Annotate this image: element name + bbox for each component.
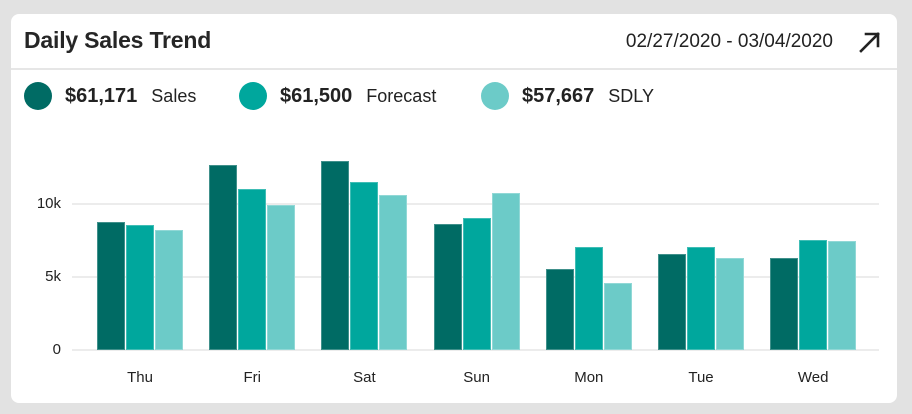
card-header: Daily Sales Trend 02/27/2020 - 03/04/202… [11,14,897,70]
forecast-color-dot [239,82,267,110]
legend-item-forecast[interactable]: $61,500 Forecast [239,81,436,111]
bar-forecast-fri[interactable] [238,188,267,350]
bar-sales-tue[interactable] [658,254,686,350]
legend-label: SDLY [608,85,654,106]
x-axis-tick-label: Wed [797,369,829,386]
bar-sales-sat[interactable] [321,161,350,350]
bar-chart: 0 5k 10k Thu Fri Sat Sun Mon Tue Wed [11,120,897,403]
bar-sales-fri[interactable] [209,165,238,350]
gridline [72,349,879,351]
legend-label: Sales [151,85,197,106]
legend-item-sdly[interactable]: $57,667 SDLY [481,81,654,111]
bar-sales-sun[interactable] [433,224,462,350]
bar-sdly-sat[interactable] [379,194,408,350]
bar-sdly-fri[interactable] [267,204,296,350]
bar-forecast-sun[interactable] [462,218,491,350]
sales-color-dot [24,82,52,110]
card-title: Daily Sales Trend [24,27,212,53]
bar-sdly-sun[interactable] [491,193,520,350]
arrow-up-right-icon [859,32,880,53]
x-axis-tick-label: Sat [353,369,376,386]
bar-sales-wed[interactable] [770,258,799,350]
y-axis-tick-label: 10k [36,194,61,212]
legend-label: Forecast [366,85,437,106]
x-axis-tick-label: Tue [688,369,714,386]
daily-sales-trend-card: Daily Sales Trend 02/27/2020 - 03/04/202… [11,14,897,403]
x-axis-tick-label: Fri [243,369,261,386]
bar-forecast-wed[interactable] [799,240,828,350]
bar-sdly-wed[interactable] [828,240,857,350]
legend-value: $61,500 [280,84,353,107]
date-range: 02/27/2020 - 03/04/2020 [625,31,833,52]
bar-forecast-tue[interactable] [687,247,715,350]
legend-value: $61,171 [65,84,138,107]
bar-forecast-thu[interactable] [126,225,154,350]
legend-value: $57,667 [522,84,595,107]
bar-sdly-thu[interactable] [155,229,183,350]
y-axis-tick-label: 5k [45,267,61,285]
expand-button[interactable] [857,29,883,55]
bar-forecast-mon[interactable] [574,247,603,350]
bar-sdly-mon[interactable] [603,282,632,350]
y-axis-tick-label: 0 [52,341,61,358]
bar-sdly-tue[interactable] [716,258,744,350]
bar-sales-mon[interactable] [545,269,574,350]
gridline [72,202,879,205]
bar-sales-thu[interactable] [97,221,125,350]
x-axis-tick-label: Mon [574,369,604,386]
chart-legend: $61,171 Sales $61,500 Forecast $57,667 S… [11,70,897,120]
sdly-color-dot [481,82,509,110]
x-axis-tick-label: Sun [463,369,490,386]
x-axis-tick-label: Thu [127,369,153,386]
legend-item-sales[interactable]: $61,171 Sales [24,81,196,111]
bar-forecast-sat[interactable] [350,181,379,350]
